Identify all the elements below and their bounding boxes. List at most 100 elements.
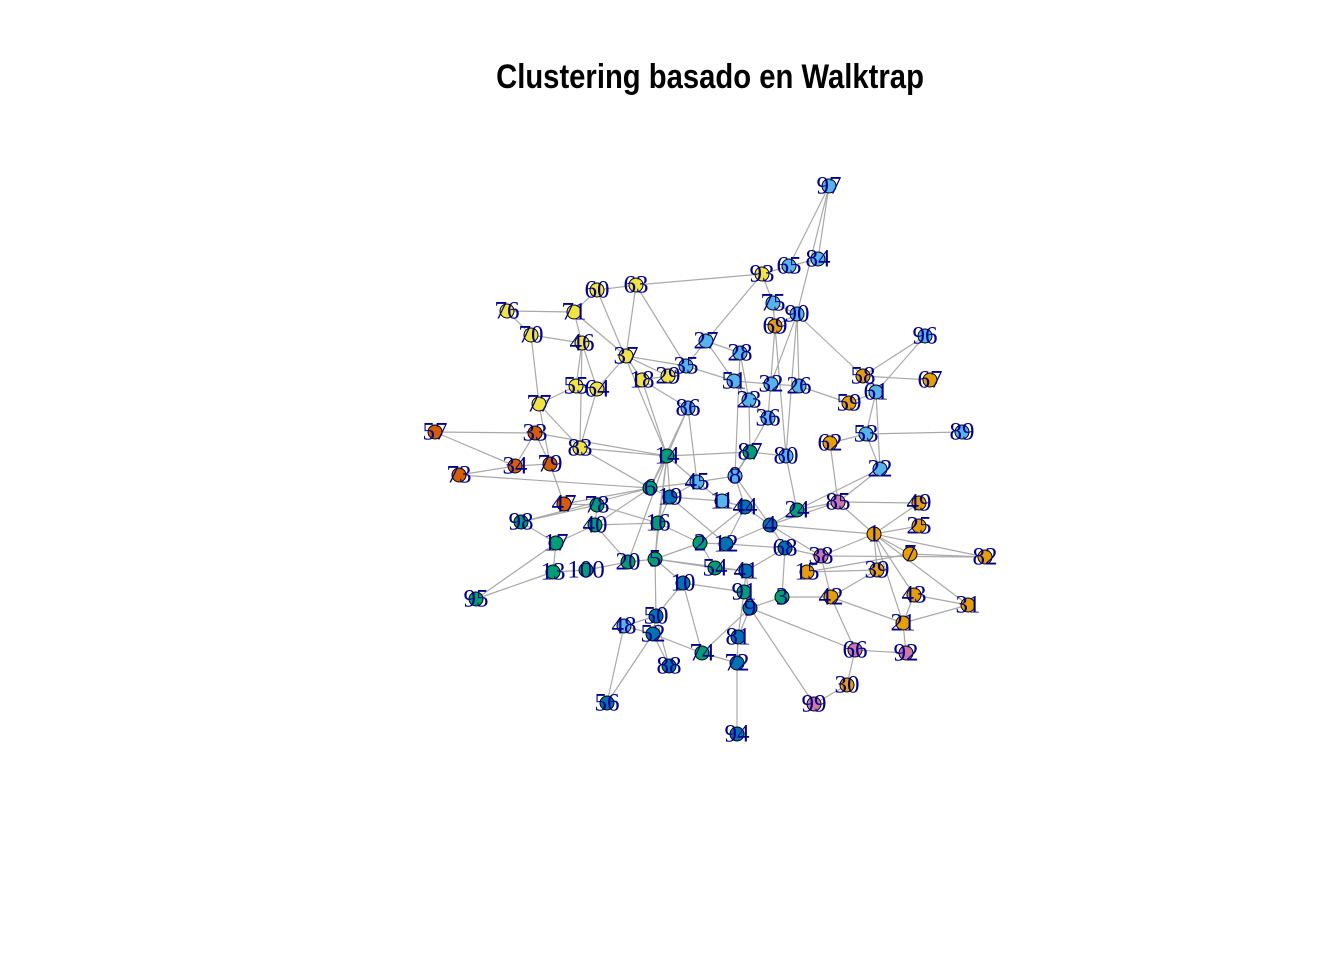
edge-37-29 xyxy=(625,355,669,377)
edge-39-15 xyxy=(806,569,878,573)
node-38 xyxy=(813,548,829,564)
node-22 xyxy=(872,461,888,477)
node-label-77: 77 xyxy=(527,391,552,418)
edge-2-16 xyxy=(657,522,701,544)
edge-71-37 xyxy=(573,311,627,357)
node-76 xyxy=(499,303,515,319)
node-label-46: 46 xyxy=(570,330,595,357)
node-label-48: 48 xyxy=(612,613,637,640)
node-14 xyxy=(659,448,675,464)
node-32 xyxy=(763,376,779,392)
node-77 xyxy=(531,396,547,412)
node-11 xyxy=(714,493,730,509)
node-label-92: 92 xyxy=(894,640,919,667)
node-label-97: 97 xyxy=(817,173,842,200)
node-label-35: 35 xyxy=(674,353,699,380)
node-label-29: 29 xyxy=(656,363,681,390)
node-52 xyxy=(645,626,661,642)
edge-44-2 xyxy=(699,506,746,544)
edge-4-12 xyxy=(725,524,771,545)
edge-90-32 xyxy=(770,313,798,385)
edge-42-21 xyxy=(830,596,904,624)
node-label-74: 74 xyxy=(690,640,716,667)
node-17 xyxy=(548,535,564,551)
node-78 xyxy=(589,497,605,513)
node-label-41: 41 xyxy=(734,558,759,585)
node-2 xyxy=(692,535,708,551)
node-87 xyxy=(742,444,758,460)
edge-10-74 xyxy=(682,582,703,654)
edge-96-58 xyxy=(862,335,926,377)
node-label-60: 60 xyxy=(585,277,610,304)
node-65 xyxy=(781,258,797,274)
node-label-23: 23 xyxy=(737,387,762,414)
node-label-89: 89 xyxy=(950,419,975,446)
node-5 xyxy=(647,551,663,567)
node-74 xyxy=(694,645,710,661)
node-label-69: 69 xyxy=(763,313,788,340)
edge-8-4 xyxy=(734,475,771,526)
node-label-70: 70 xyxy=(519,322,544,349)
edge-2-5 xyxy=(654,542,701,560)
node-label-30: 30 xyxy=(835,672,860,699)
node-98 xyxy=(513,514,529,530)
edge-5-54 xyxy=(654,558,716,569)
edge-85-49 xyxy=(837,501,920,504)
node-16 xyxy=(650,515,666,531)
edge-25-1 xyxy=(873,525,920,535)
node-27 xyxy=(698,333,714,349)
node-12 xyxy=(718,536,734,552)
node-28 xyxy=(732,345,748,361)
node-99 xyxy=(806,696,822,712)
node-62 xyxy=(822,435,838,451)
node-96 xyxy=(917,328,933,344)
edge-66-42 xyxy=(830,596,856,651)
node-25 xyxy=(911,518,927,534)
edge-78-16 xyxy=(596,504,659,524)
node-label-98: 98 xyxy=(509,509,534,536)
node-92 xyxy=(898,645,914,661)
node-label-50: 50 xyxy=(644,603,669,630)
node-30 xyxy=(839,677,855,693)
node-18 xyxy=(634,372,650,388)
node-label-87: 87 xyxy=(738,439,763,466)
node-97 xyxy=(821,178,837,194)
node-23 xyxy=(741,392,757,408)
node-46 xyxy=(574,335,590,351)
edge-22-24 xyxy=(796,468,881,511)
node-label-45: 45 xyxy=(685,469,710,496)
node-label-27: 27 xyxy=(694,328,719,355)
node-label-28: 28 xyxy=(728,340,753,367)
node-label-32: 32 xyxy=(759,371,784,398)
edge-43-31 xyxy=(913,594,969,606)
node-label-64: 64 xyxy=(585,376,611,403)
edge-62-85 xyxy=(829,442,839,503)
edge-47-6 xyxy=(563,487,651,505)
edge-85-1 xyxy=(837,501,875,535)
node-42 xyxy=(823,589,839,605)
node-89 xyxy=(954,424,970,440)
node-85 xyxy=(830,494,846,510)
node-41 xyxy=(738,563,754,579)
edge-93-27 xyxy=(705,273,763,342)
node-label-63: 63 xyxy=(624,272,649,299)
node-36 xyxy=(760,410,776,426)
node-80 xyxy=(778,448,794,464)
node-label-91: 91 xyxy=(732,579,757,606)
node-33 xyxy=(527,425,543,441)
edge-68-41 xyxy=(745,547,786,572)
node-label-66: 66 xyxy=(843,637,868,664)
node-label-40: 40 xyxy=(583,512,608,539)
node-51 xyxy=(726,373,742,389)
edge-70-77 xyxy=(530,334,540,405)
node-66 xyxy=(847,642,863,658)
node-13 xyxy=(545,564,561,580)
node-50 xyxy=(648,608,664,624)
edge-69-36 xyxy=(767,325,776,419)
node-label-33: 33 xyxy=(523,420,548,447)
node-39 xyxy=(869,562,885,578)
node-label-80: 80 xyxy=(774,443,799,470)
node-label-68: 68 xyxy=(773,535,798,562)
node-15 xyxy=(799,564,815,580)
